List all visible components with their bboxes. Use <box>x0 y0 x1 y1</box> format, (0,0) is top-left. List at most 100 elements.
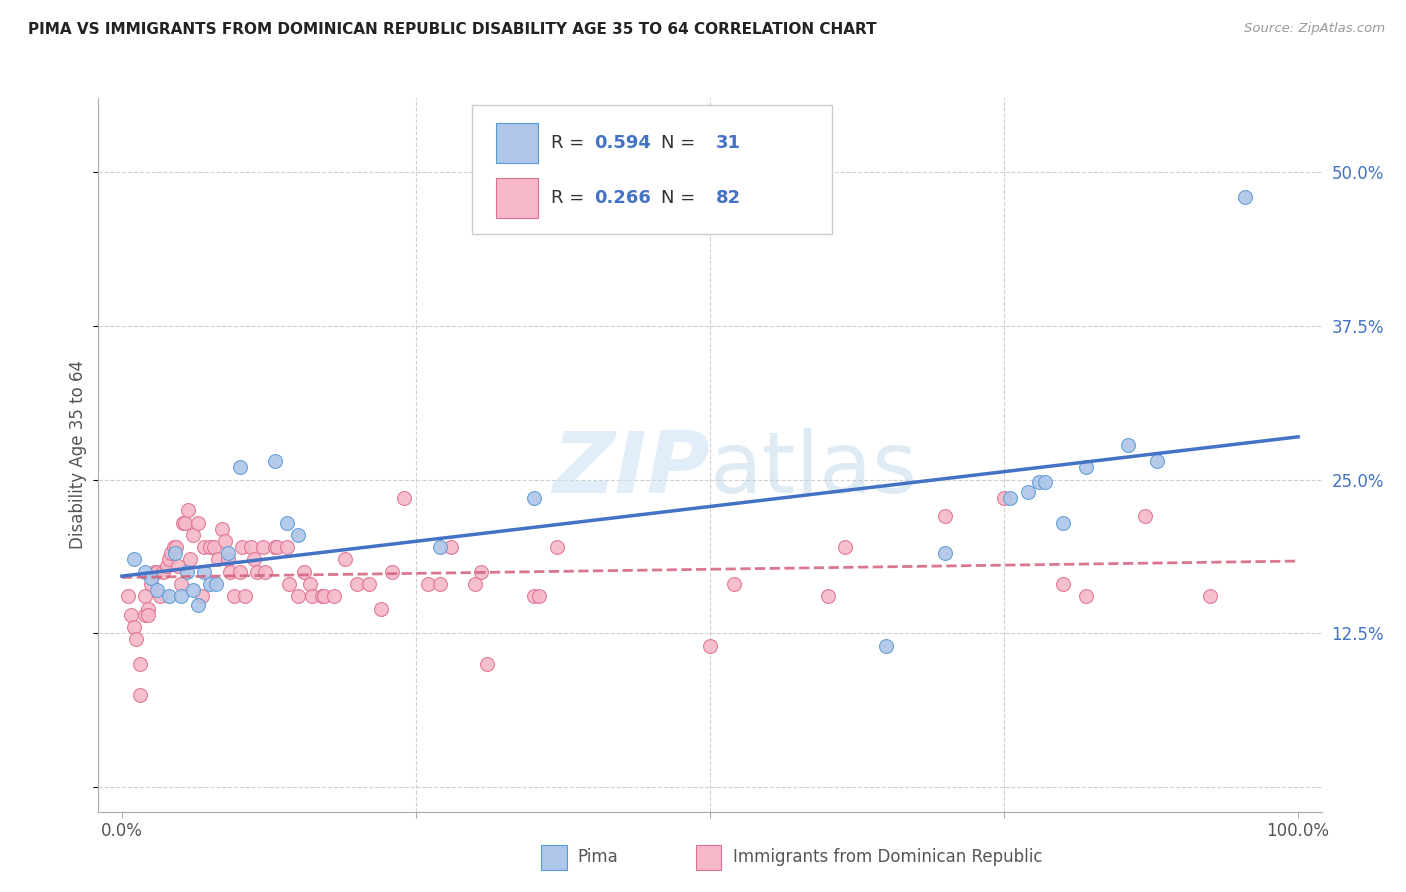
Point <box>314 590 336 604</box>
Point <box>998 491 1021 505</box>
Point <box>167 558 190 573</box>
FancyBboxPatch shape <box>496 123 537 162</box>
Point <box>1052 577 1074 591</box>
Point <box>187 516 209 530</box>
Bar <box>696 845 721 870</box>
Point <box>464 577 486 591</box>
FancyBboxPatch shape <box>471 105 832 234</box>
Point <box>187 598 209 612</box>
Point <box>1234 189 1257 203</box>
Point <box>136 601 159 615</box>
Point <box>240 540 263 554</box>
Point <box>1028 475 1050 489</box>
Point <box>263 540 285 554</box>
Point <box>193 540 215 554</box>
Point <box>217 552 239 566</box>
Point <box>146 583 169 598</box>
Point <box>934 509 956 524</box>
Point <box>176 565 198 579</box>
Point <box>252 540 274 554</box>
Point <box>165 540 187 554</box>
Text: 0.594: 0.594 <box>593 134 651 152</box>
Point <box>181 528 204 542</box>
Point <box>134 565 156 579</box>
Point <box>217 546 239 560</box>
Point <box>429 577 451 591</box>
Point <box>1076 460 1098 475</box>
Point <box>141 577 163 591</box>
Point <box>141 571 163 585</box>
Point <box>143 565 166 579</box>
Point <box>235 590 257 604</box>
Text: 0.266: 0.266 <box>593 189 651 207</box>
Point <box>122 552 145 566</box>
Point <box>1116 438 1139 452</box>
Text: N =: N = <box>661 189 702 207</box>
Point <box>1199 590 1222 604</box>
Point <box>207 552 229 566</box>
Point <box>231 540 253 554</box>
Point <box>149 590 172 604</box>
Point <box>287 528 309 542</box>
Point <box>834 540 856 554</box>
Point <box>1052 516 1074 530</box>
Point <box>157 552 180 566</box>
Point <box>125 632 148 647</box>
Point <box>475 657 498 671</box>
Point <box>222 590 245 604</box>
Point <box>193 565 215 579</box>
Point <box>117 590 139 604</box>
Point <box>470 565 492 579</box>
Point <box>1033 475 1056 489</box>
Point <box>440 540 463 554</box>
Point <box>242 552 264 566</box>
Point <box>172 516 194 530</box>
Point <box>246 565 269 579</box>
Point <box>122 620 145 634</box>
Bar <box>541 845 567 870</box>
Text: R =: R = <box>551 134 591 152</box>
Text: Source: ZipAtlas.com: Source: ZipAtlas.com <box>1244 22 1385 36</box>
Text: ZIP: ZIP <box>553 427 710 511</box>
Point <box>381 565 404 579</box>
Point <box>198 540 221 554</box>
Point <box>416 577 439 591</box>
Point <box>301 590 323 604</box>
Point <box>370 601 392 615</box>
Point <box>429 540 451 554</box>
FancyBboxPatch shape <box>496 178 537 218</box>
Point <box>546 540 568 554</box>
Point <box>170 590 193 604</box>
Point <box>163 546 186 560</box>
Point <box>523 590 546 604</box>
Point <box>156 558 179 573</box>
Point <box>177 503 200 517</box>
Point <box>278 577 301 591</box>
Point <box>157 590 180 604</box>
Point <box>335 552 357 566</box>
Text: PIMA VS IMMIGRANTS FROM DOMINICAN REPUBLIC DISABILITY AGE 35 TO 64 CORRELATION C: PIMA VS IMMIGRANTS FROM DOMINICAN REPUBL… <box>28 22 877 37</box>
Point <box>120 607 142 622</box>
Point <box>392 491 416 505</box>
Point <box>276 516 298 530</box>
Y-axis label: Disability Age 35 to 64: Disability Age 35 to 64 <box>69 360 87 549</box>
Point <box>163 540 186 554</box>
Text: 31: 31 <box>716 134 741 152</box>
Point <box>299 577 322 591</box>
Point <box>993 491 1015 505</box>
Point <box>228 460 250 475</box>
Point <box>1017 484 1039 499</box>
Point <box>219 565 242 579</box>
Text: Pima: Pima <box>578 848 619 866</box>
Text: N =: N = <box>661 134 702 152</box>
Text: 82: 82 <box>716 189 741 207</box>
Point <box>198 577 221 591</box>
Point <box>699 639 721 653</box>
Text: R =: R = <box>551 189 591 207</box>
Point <box>214 534 236 549</box>
Point <box>357 577 380 591</box>
Point <box>529 590 551 604</box>
Point <box>322 590 344 604</box>
Point <box>181 583 204 598</box>
Point <box>134 607 156 622</box>
